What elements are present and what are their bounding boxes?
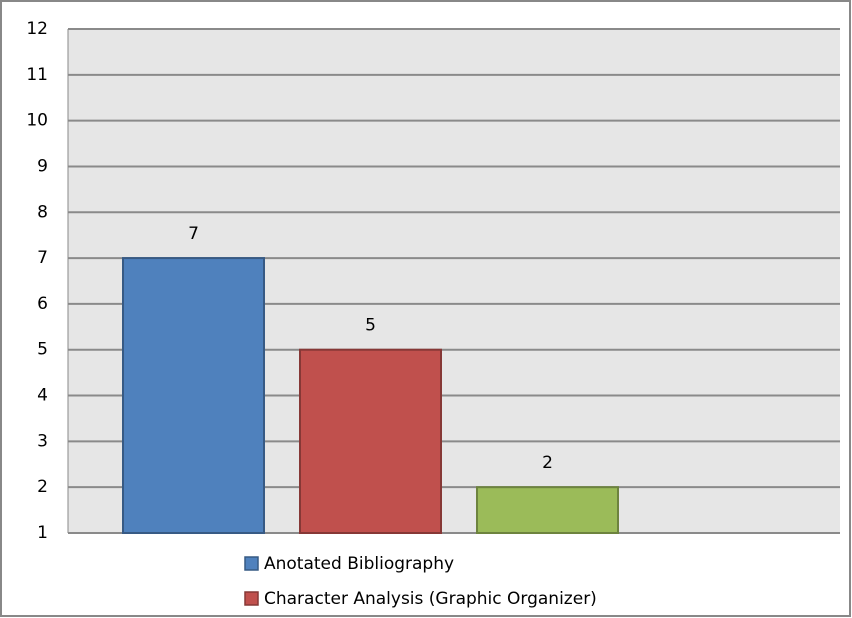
y-tick-label: 5 bbox=[37, 340, 48, 360]
y-tick-label: 1 bbox=[37, 523, 48, 543]
y-tick-label: 3 bbox=[37, 431, 48, 451]
y-tick-label: 12 bbox=[26, 19, 48, 39]
y-tick-label: 2 bbox=[37, 477, 48, 497]
legend-label: Character Analysis (Graphic Organizer) bbox=[264, 589, 597, 609]
bar bbox=[299, 348, 442, 534]
legend-swatch bbox=[244, 591, 259, 606]
bar bbox=[122, 257, 265, 534]
bar bbox=[476, 486, 619, 535]
y-tick-label: 7 bbox=[37, 248, 48, 268]
y-tick-label: 4 bbox=[37, 386, 48, 406]
data-label: 7 bbox=[188, 224, 199, 244]
y-tick-label: 9 bbox=[37, 156, 48, 176]
legend-swatch bbox=[244, 556, 259, 571]
legend-label: Anotated Bibliography bbox=[264, 554, 454, 574]
data-label: 5 bbox=[365, 316, 376, 336]
data-label: 2 bbox=[542, 453, 553, 473]
y-tick-label: 8 bbox=[37, 202, 48, 222]
y-tick-label: 6 bbox=[37, 294, 48, 314]
y-tick-label: 11 bbox=[26, 65, 48, 85]
y-tick-label: 10 bbox=[26, 111, 48, 131]
